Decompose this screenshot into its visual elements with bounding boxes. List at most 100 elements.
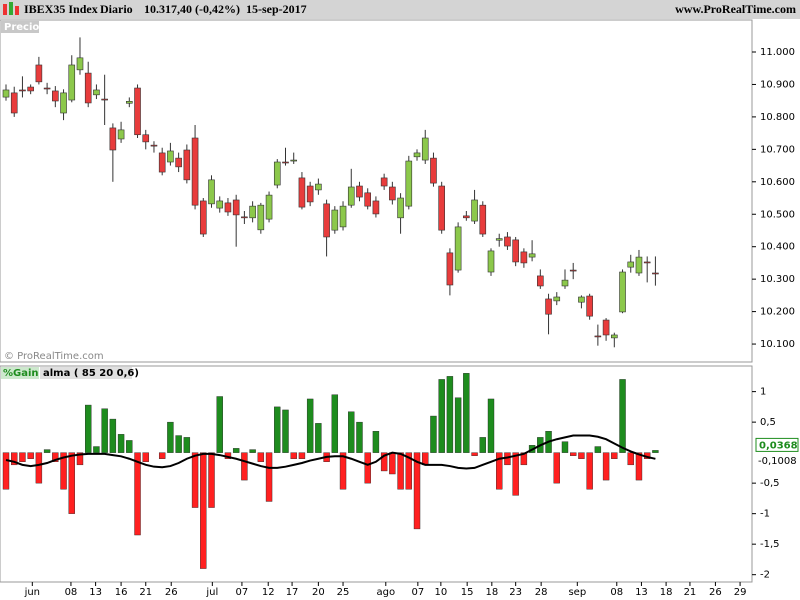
bar (602, 452, 610, 481)
bar (454, 397, 462, 453)
candle-body (52, 90, 59, 102)
y-tick-label: 10.600 (760, 177, 795, 188)
bar (512, 452, 519, 496)
bar (282, 409, 289, 453)
bar (19, 452, 26, 462)
x-tick-label: 28 (535, 587, 548, 598)
bar (249, 449, 256, 453)
bar (43, 449, 51, 453)
bar (389, 452, 396, 475)
bar (438, 379, 445, 453)
candle-body (389, 186, 396, 201)
bar (68, 452, 75, 514)
bar (331, 394, 339, 453)
bar (117, 434, 125, 453)
bar (553, 452, 560, 484)
candle-body (512, 239, 519, 263)
candle-body (561, 279, 569, 287)
candle-body (10, 92, 18, 114)
candle-body (463, 215, 470, 219)
candle-body (216, 200, 224, 209)
x-tick-label: 07 (411, 587, 424, 598)
candle-body (578, 296, 585, 303)
bar (167, 421, 174, 453)
candle-body (27, 86, 34, 92)
x-tick-label: 23 (509, 587, 522, 598)
candle-body (191, 137, 199, 206)
x-tick-label: 07 (236, 587, 249, 598)
bar (339, 452, 347, 490)
last-value-label: 0,0368 (759, 440, 798, 451)
panel-label: Precio (4, 22, 39, 33)
x-tick-label: 20 (312, 587, 325, 598)
x-tick-label: 17 (286, 587, 299, 598)
date: 15-sep-2017 (246, 2, 307, 16)
bar (348, 411, 355, 453)
bar (520, 452, 528, 466)
instrument: IBEX35 Index (24, 2, 98, 16)
candle-body (356, 185, 363, 198)
header-bar (0, 0, 800, 19)
bar (208, 452, 215, 508)
candle-body (495, 238, 503, 241)
icon (3, 4, 7, 15)
candle-body (471, 199, 478, 222)
candle-body (199, 200, 207, 235)
x-tick-label: sep (568, 587, 586, 598)
candle-body (306, 185, 314, 203)
y-tick-label: 10.300 (760, 274, 795, 285)
x-tick-label: 29 (734, 587, 747, 598)
candle-body (635, 256, 643, 274)
bar (652, 450, 659, 453)
last-value-label: -0,1008 (758, 456, 797, 467)
candle-body (553, 296, 561, 302)
candle-body (405, 160, 413, 207)
candle-body (652, 272, 659, 275)
candle-body (249, 205, 256, 219)
bar (158, 452, 166, 459)
bar (471, 452, 478, 456)
x-tick-label: 13 (89, 587, 102, 598)
candle-body (569, 269, 577, 272)
legend-entry: %Gain (3, 368, 39, 379)
bar (570, 452, 577, 456)
bar (446, 376, 454, 453)
candle-body (257, 204, 265, 231)
bar (126, 440, 133, 453)
x-tick-label: 18 (485, 587, 498, 598)
candle-body (175, 157, 182, 168)
bar (611, 452, 618, 459)
bar (356, 421, 363, 453)
last-price: 10.317,40 (-0,42%) (144, 2, 240, 16)
candle-body (446, 252, 454, 286)
candle-body (347, 186, 355, 206)
x-tick-label: 21 (139, 587, 152, 598)
icon (15, 6, 19, 15)
indicator-panel (0, 365, 753, 583)
bar (364, 452, 371, 484)
candle-body (142, 134, 150, 143)
candle-body (232, 199, 240, 216)
bar (60, 452, 67, 490)
bar (496, 452, 503, 490)
legend-bg (40, 367, 132, 379)
bar (232, 448, 240, 453)
candle-body (323, 203, 330, 238)
candle-body (76, 57, 84, 71)
legend-entry: alma ( 85 20 0,6) (43, 368, 139, 379)
x-tick-label: 26 (165, 587, 178, 598)
candle-body (35, 64, 43, 83)
price-panel (0, 19, 753, 363)
bar (561, 441, 569, 453)
x-tick-label: 08 (610, 587, 623, 598)
bar (241, 452, 248, 481)
candle-body (487, 250, 495, 273)
candle-body (315, 183, 322, 191)
x-tick-label: 15 (461, 587, 474, 598)
candle-body (265, 194, 273, 220)
bar (372, 431, 380, 453)
bar (93, 446, 100, 453)
candle-body (126, 101, 133, 104)
candle-body (298, 177, 306, 208)
